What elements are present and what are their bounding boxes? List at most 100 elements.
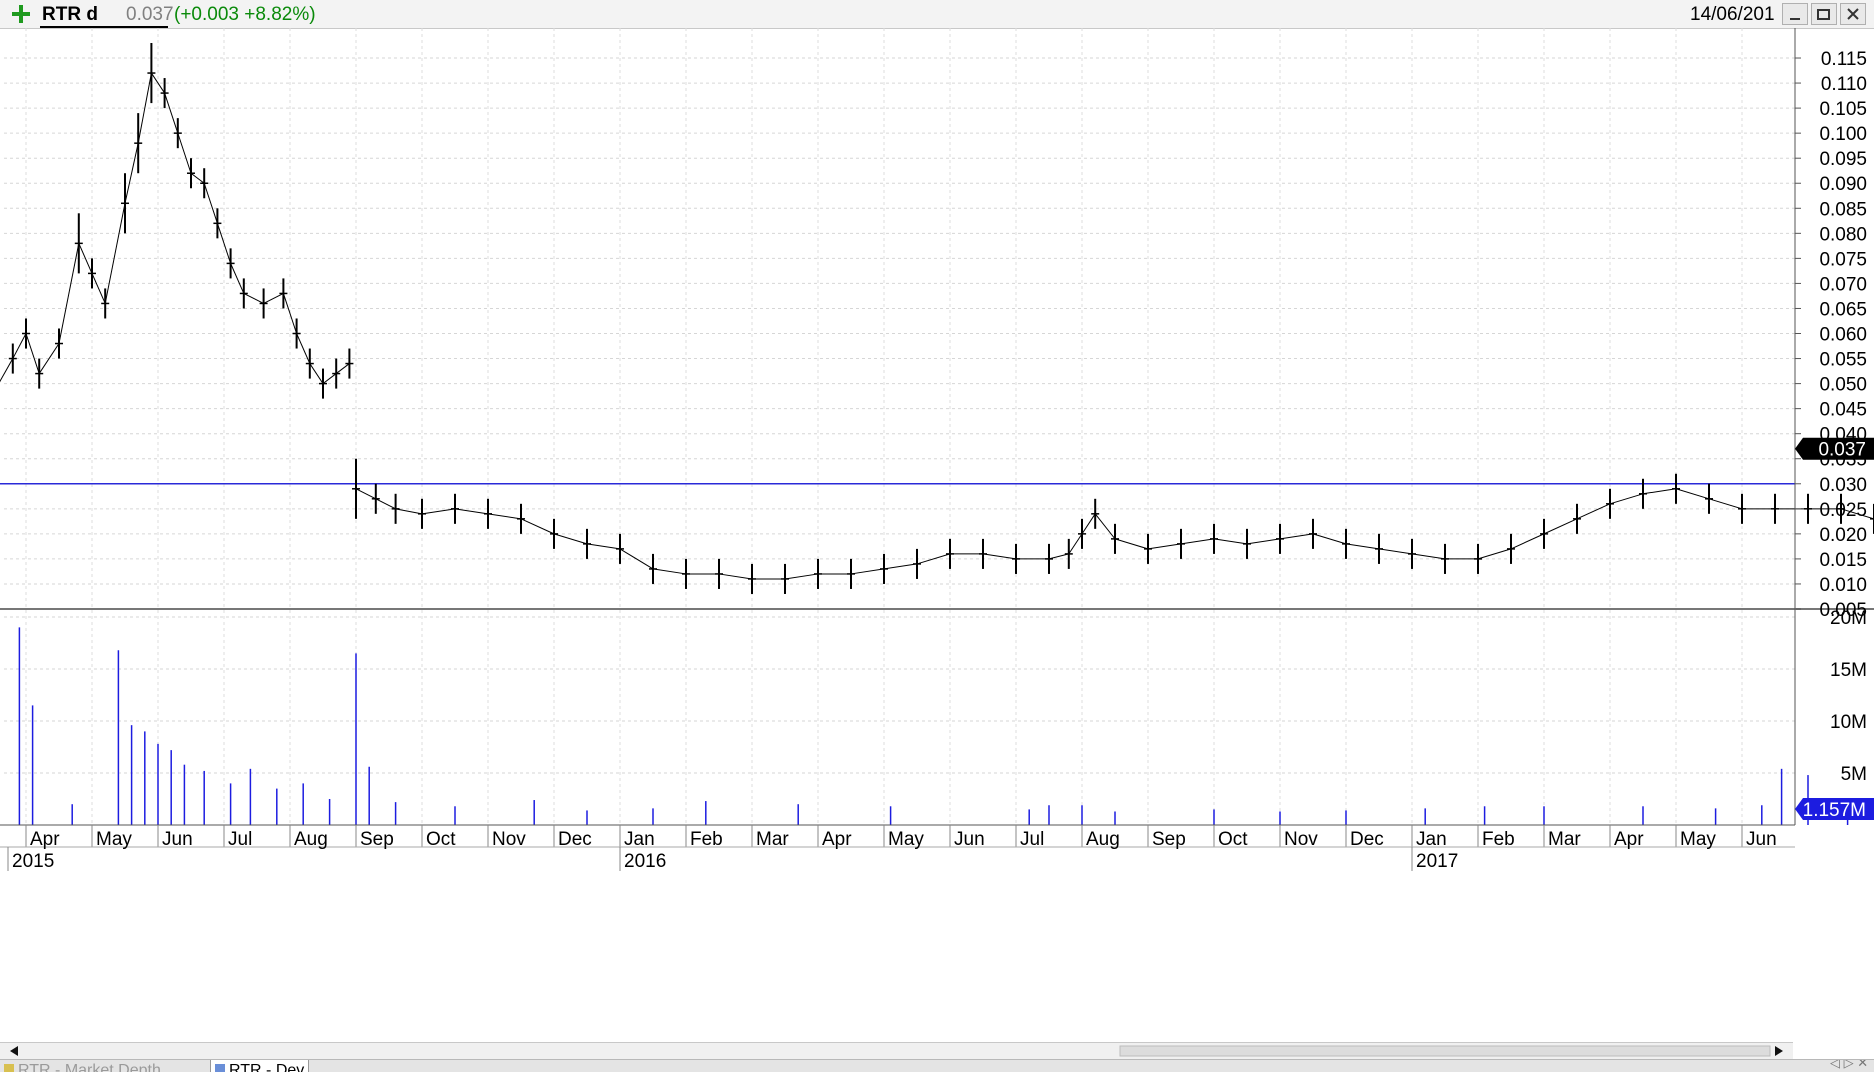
- volume-tick-label: 20M: [1830, 608, 1867, 629]
- price-connector: [1840, 508, 1874, 520]
- label-layer: 0.115 0.110 0.105 0.100 0.095 0.090 0.085 0.080…: [12, 49, 1874, 872]
- price-connector: [1312, 533, 1347, 545]
- price-connector: [619, 548, 654, 570]
- month-label: Jan: [624, 829, 655, 850]
- price-connector: [177, 132, 192, 174]
- price-connector: [190, 172, 205, 184]
- month-label: Mar: [756, 829, 789, 850]
- price-tick-label: 0.020: [1819, 525, 1867, 546]
- symbol-label: RTR d: [42, 4, 98, 25]
- month-label: Jun: [954, 829, 985, 850]
- horizontal-scrollbar[interactable]: [0, 1042, 1793, 1059]
- tab-dev[interactable]: RTR - Dev: [210, 1060, 310, 1072]
- price-tick-label: 0.100: [1819, 124, 1867, 145]
- plus-icon[interactable]: [10, 3, 32, 25]
- price-connector: [487, 513, 522, 520]
- month-label: Oct: [1218, 829, 1248, 850]
- price-connector: [1642, 488, 1677, 495]
- month-label: Mar: [1548, 829, 1581, 850]
- month-label: Jan: [1416, 829, 1447, 850]
- price-connector: [335, 363, 350, 374]
- month-label: Jul: [228, 829, 252, 850]
- month-label: Sep: [360, 829, 394, 850]
- minimize-button[interactable]: [1782, 3, 1808, 25]
- month-label: Aug: [294, 829, 328, 850]
- month-label: Dec: [1350, 829, 1384, 850]
- month-label: Jun: [1746, 829, 1777, 850]
- price-tick-label: 0.025: [1819, 500, 1867, 521]
- price-connector: [454, 508, 489, 515]
- restore-button[interactable]: [1811, 3, 1837, 25]
- tab-icon: [4, 1064, 14, 1072]
- chart-area[interactable]: 0.115 0.110 0.105 0.100 0.095 0.090 0.085 0.080…: [0, 28, 1874, 1046]
- price-connector: [216, 223, 232, 264]
- scroll-right-icon[interactable]: [1775, 1046, 1783, 1056]
- price-connector: [203, 183, 218, 224]
- price-connector: [652, 568, 687, 575]
- month-label: Aug: [1086, 829, 1120, 850]
- price-connector: [150, 72, 166, 94]
- price-connector: [421, 508, 456, 515]
- restore-icon: [1817, 9, 1830, 20]
- price-connector: [137, 72, 152, 144]
- price-tick-label: 0.015: [1819, 550, 1867, 571]
- price-connector: [1246, 538, 1281, 545]
- price-connector: [0, 358, 14, 383]
- scroll-thumb[interactable]: [1119, 1045, 1771, 1057]
- month-label: Oct: [426, 829, 456, 850]
- month-label: Nov: [492, 829, 526, 850]
- tab-nav-icons[interactable]: ◁ ▷ ✕: [1830, 1059, 1869, 1070]
- price-connector: [1147, 543, 1182, 550]
- price-panel: [0, 42, 1874, 594]
- price-connector: [520, 518, 555, 535]
- month-label: Nov: [1284, 829, 1318, 850]
- chart-title-bar: RTR d 0.037 (+0.003 +8.82%) 14/06/201: [0, 0, 1874, 29]
- close-icon: [1847, 8, 1859, 20]
- price-connector: [1094, 513, 1116, 540]
- volume-tick-label: 5M: [1841, 764, 1867, 785]
- price-tick-label: 0.080: [1819, 224, 1867, 245]
- month-label: Apr: [1614, 829, 1644, 850]
- volume-tick-label: 15M: [1830, 660, 1867, 681]
- tab-label: RTR - Dev: [229, 1062, 305, 1072]
- price-connector: [1180, 538, 1215, 545]
- month-label: Sep: [1152, 829, 1186, 850]
- price-connector: [1081, 513, 1096, 535]
- last-price-marker-label: 0.037: [1818, 440, 1866, 461]
- grid-layer: [4, 28, 1795, 825]
- price-connector: [263, 292, 284, 304]
- volume-tick-label: 10M: [1830, 712, 1867, 733]
- price-connector: [784, 573, 819, 580]
- price-connector: [38, 343, 60, 374]
- price-connector: [1345, 543, 1380, 550]
- price-connector: [25, 333, 40, 374]
- price-connector: [1675, 488, 1710, 500]
- price-tick-label: 0.055: [1819, 350, 1867, 371]
- price-connector: [395, 508, 423, 515]
- price-connector: [12, 333, 27, 359]
- month-label: Jul: [1020, 829, 1044, 850]
- price-connector: [58, 243, 80, 344]
- title-underline: [40, 26, 168, 28]
- scroll-left-icon[interactable]: [10, 1046, 18, 1056]
- tab-market-depth[interactable]: RTR - Market Depth: [4, 1060, 161, 1072]
- price-connector: [296, 333, 311, 364]
- price-connector: [322, 373, 337, 384]
- price-tick-label: 0.085: [1819, 199, 1867, 220]
- price-tick-label: 0.075: [1819, 249, 1867, 270]
- price-connector: [883, 563, 918, 570]
- price-connector: [375, 498, 396, 510]
- price-connector: [718, 573, 753, 580]
- date-label: 14/06/201: [1690, 4, 1775, 25]
- price-connector: [91, 273, 106, 304]
- year-label: 2015: [12, 851, 54, 872]
- price-tick-label: 0.030: [1819, 475, 1867, 496]
- price-tick-label: 0.070: [1819, 274, 1867, 295]
- tab-label: RTR - Market Depth: [18, 1062, 161, 1072]
- month-label: Jun: [162, 829, 193, 850]
- close-button[interactable]: [1840, 3, 1866, 25]
- price-connector: [850, 568, 885, 575]
- price-tick-label: 0.005: [1819, 600, 1867, 621]
- price-connector: [1068, 533, 1083, 555]
- price-tick-label: 0.065: [1819, 299, 1867, 320]
